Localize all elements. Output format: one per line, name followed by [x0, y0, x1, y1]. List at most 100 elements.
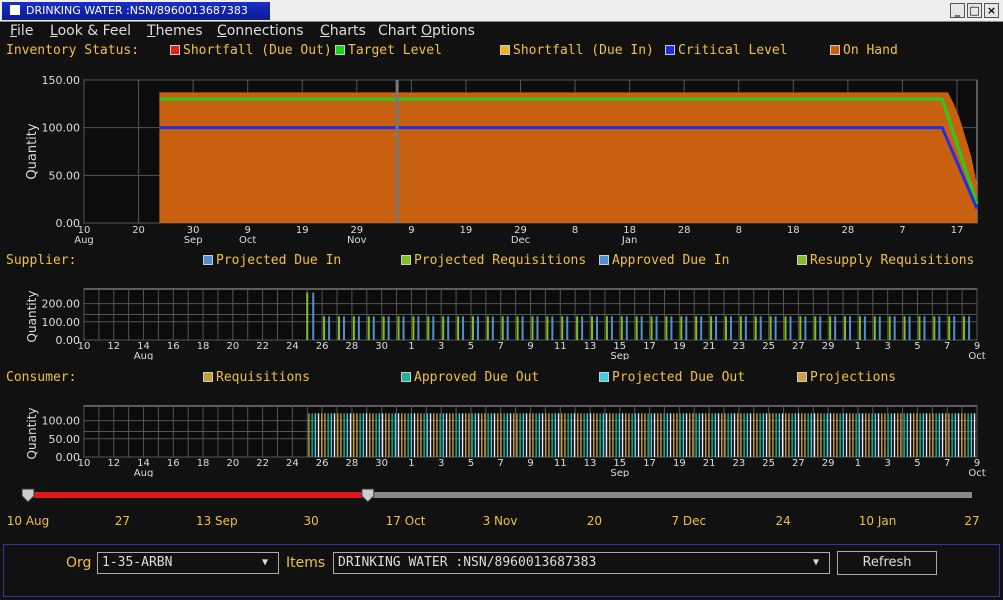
- bar-consumer: [657, 413, 658, 457]
- x-tick-label: 19: [673, 341, 686, 352]
- bar-resupply: [814, 316, 816, 340]
- y-tick-label: 0.00: [56, 334, 81, 347]
- legend-approved-due-out[interactable]: Approved Due Out: [401, 370, 539, 385]
- refresh-button[interactable]: Refresh: [837, 551, 937, 575]
- legend-projected-due-out[interactable]: Projected Due Out: [599, 370, 745, 385]
- bar-due-in: [596, 316, 598, 340]
- bar-consumer: [340, 413, 341, 457]
- inventory-legend: Inventory Status: Shortfall (Due Out) Ta…: [0, 43, 1003, 61]
- bar-consumer: [647, 413, 648, 457]
- bar-consumer: [705, 413, 706, 457]
- bar-consumer: [667, 413, 668, 457]
- consumer-chart[interactable]: 100.00 50.00 0.00 Quantity 10 12 14 16 18 20 22 24 2…: [0, 397, 1003, 477]
- bar-due-in: [358, 316, 360, 340]
- timeline-slider[interactable]: 10 Aug 27 13 Sep 30 17 Oct 3 Nov 20 7 Dec 24 10 J…: [0, 486, 1003, 532]
- legend-projected-due-in[interactable]: Projected Due In: [203, 253, 341, 268]
- chevron-down-icon[interactable]: ▼: [262, 553, 274, 573]
- bar-resupply: [904, 316, 906, 340]
- legend-on-hand[interactable]: On Hand: [830, 43, 898, 58]
- bar-due-in: [641, 316, 643, 340]
- x-month-label: Oct: [968, 351, 985, 360]
- bar-consumer: [455, 413, 456, 457]
- bar-consumer: [903, 413, 904, 457]
- inventory-chart[interactable]: 150.00 100.00 50.00 0.00 Quantity 10 20 30 9 19 29…: [0, 62, 1003, 246]
- bar-consumer: [791, 413, 792, 457]
- x-tick-label: 7: [498, 341, 504, 352]
- bar-consumer: [619, 413, 620, 457]
- timeline-track[interactable]: [0, 486, 1003, 510]
- legend-swatch: [170, 45, 180, 55]
- bar-resupply: [606, 316, 608, 340]
- x-tick-label: 12: [107, 458, 120, 469]
- legend-requisitions[interactable]: Requisitions: [203, 370, 310, 385]
- bar-consumer: [929, 413, 930, 457]
- bar-consumer: [804, 413, 805, 457]
- bar-spike: [312, 293, 314, 340]
- legend-swatch: [797, 255, 807, 265]
- legend-projected-requisitions[interactable]: Projected Requisitions: [401, 253, 586, 268]
- x-tick-label: 20: [226, 458, 239, 469]
- legend-swatch: [830, 45, 840, 55]
- minimize-icon[interactable]: _: [950, 3, 965, 18]
- items-select[interactable]: DRINKING WATER :NSN/8960013687383 ▼: [333, 552, 830, 574]
- bar-consumer: [679, 413, 680, 457]
- window-title-box[interactable]: DRINKING WATER :NSN/8960013687383: [2, 2, 270, 20]
- timeline-label: 27: [964, 514, 979, 528]
- legend-resupply-requisitions[interactable]: Resupply Requisitions: [797, 253, 974, 268]
- supplier-chart[interactable]: 200.00 100.00 0.00 Quantity 10 12 14 16 18 20 22 24…: [0, 280, 1003, 360]
- bar-consumer: [699, 413, 700, 457]
- bar-due-in: [447, 316, 449, 340]
- bar-due-in: [388, 316, 390, 340]
- timeline-label: 10 Jan: [859, 514, 897, 528]
- bar-consumer: [660, 413, 661, 457]
- bar-consumer: [574, 413, 575, 457]
- legend-approved-due-in[interactable]: Approved Due In: [599, 253, 729, 268]
- bar-consumer: [459, 413, 460, 457]
- legend-shortfall-due-in[interactable]: Shortfall (Due In): [500, 43, 654, 58]
- x-month-label: Dec: [511, 235, 530, 246]
- bar-consumer: [593, 413, 594, 457]
- bar-consumer: [427, 413, 428, 457]
- legend-shortfall-due-out[interactable]: Shortfall (Due Out): [170, 43, 332, 58]
- supplier-title: Supplier:: [6, 253, 76, 268]
- close-icon[interactable]: ×: [984, 3, 999, 18]
- menu-look-and-feel[interactable]: Look & Feel: [50, 23, 131, 39]
- x-month-label: Aug: [134, 351, 154, 360]
- bar-resupply: [338, 316, 340, 340]
- bar-consumer: [347, 413, 348, 457]
- menu-connections[interactable]: Connections: [217, 23, 304, 39]
- x-tick-label: 9: [527, 341, 533, 352]
- bar-consumer: [359, 413, 360, 457]
- bar-consumer: [507, 413, 508, 457]
- bar-resupply: [665, 316, 667, 340]
- bar-consumer: [718, 413, 719, 457]
- menu-charts[interactable]: Charts: [320, 23, 366, 39]
- bar-consumer: [756, 413, 757, 457]
- bar-consumer: [382, 413, 383, 457]
- x-tick-label: 22: [256, 341, 269, 352]
- bar-consumer: [452, 413, 453, 457]
- timeline-label: 24: [776, 514, 791, 528]
- bar-due-in: [819, 316, 821, 340]
- x-tick-label: 19: [460, 225, 473, 236]
- bar-consumer: [827, 413, 828, 457]
- slider-selection: [28, 492, 368, 498]
- bar-resupply: [740, 316, 742, 340]
- bar-due-in: [492, 316, 494, 340]
- bar-consumer: [782, 413, 783, 457]
- org-select[interactable]: 1-35-ARBN ▼: [97, 552, 279, 574]
- maximize-icon[interactable]: □: [967, 3, 982, 18]
- bar-consumer: [683, 413, 684, 457]
- chevron-down-icon[interactable]: ▼: [813, 553, 825, 573]
- menu-file[interactable]: File: [10, 23, 33, 39]
- x-tick-label: 3: [438, 341, 444, 352]
- legend-projections[interactable]: Projections: [797, 370, 896, 385]
- menu-chart-options[interactable]: Chart Options: [378, 23, 475, 39]
- legend-target-level[interactable]: Target Level: [335, 43, 442, 58]
- bar-consumer: [580, 413, 581, 457]
- bar-resupply: [412, 316, 414, 340]
- menu-themes[interactable]: Themes: [147, 23, 203, 39]
- legend-critical-level[interactable]: Critical Level: [665, 43, 788, 58]
- x-tick-label: 18: [197, 341, 210, 352]
- x-tick-label: 11: [554, 458, 567, 469]
